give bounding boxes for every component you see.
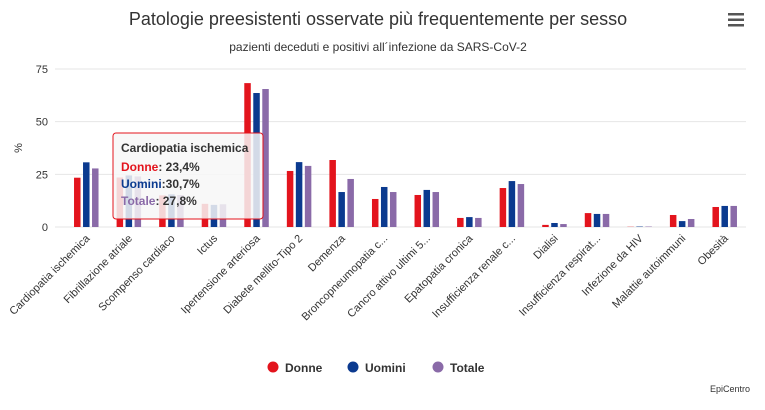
legend-item[interactable]: Totale: [432, 361, 485, 375]
x-tick-label: Demenza: [306, 232, 348, 274]
bar[interactable]: [517, 184, 525, 227]
bar[interactable]: [414, 194, 422, 227]
tooltip-series: Donne: [121, 160, 159, 174]
tooltip-series: Totale: [121, 194, 156, 208]
x-tick-label: Broncopneumopatia c...: [300, 233, 391, 324]
x-tick-label: Obesità: [696, 232, 732, 268]
bar[interactable]: [338, 192, 345, 227]
x-tick-label: Insufficienza respirat...: [517, 233, 603, 319]
legend-label: Donne: [285, 361, 323, 375]
bar[interactable]: [560, 224, 567, 227]
x-tick-label: Cancro attivo ultimi 5...: [345, 233, 433, 321]
menu-bar: [728, 18, 744, 21]
x-tick-label: Ictus: [195, 232, 220, 257]
menu-bar: [728, 24, 744, 27]
bar[interactable]: [329, 160, 336, 227]
bar[interactable]: [74, 177, 81, 227]
legend-marker: [267, 361, 279, 373]
tooltip-row: Uomini:30,7%: [121, 177, 200, 191]
bar[interactable]: [286, 170, 294, 227]
bar[interactable]: [584, 213, 592, 227]
y-tick-label: 25: [36, 169, 48, 181]
bar[interactable]: [295, 162, 303, 227]
x-tick-label: Scompenso cardiaco: [96, 233, 177, 314]
legend-item[interactable]: Uomini: [347, 361, 406, 375]
legend-marker: [432, 361, 444, 373]
bar[interactable]: [669, 214, 677, 227]
legend-label: Totale: [450, 361, 485, 375]
bar[interactable]: [423, 189, 431, 227]
x-tick-label: Cardiopatia ischemica: [7, 232, 93, 318]
tooltip-series: Uomini: [121, 177, 162, 191]
bar[interactable]: [262, 89, 269, 227]
y-tick-label: 0: [42, 222, 48, 234]
bar[interactable]: [92, 168, 99, 227]
tooltip-value: :30,7%: [162, 177, 200, 191]
bar[interactable]: [712, 206, 719, 227]
bar[interactable]: [432, 192, 440, 227]
bar[interactable]: [380, 186, 388, 227]
x-tick-label: Diabete mellito-Tipo 2: [221, 233, 305, 317]
x-tick-label: Ipertensione arteriosa: [179, 232, 263, 316]
bar[interactable]: [389, 192, 397, 227]
chart-subtitle: pazienti deceduti e positivi all´infezio…: [229, 40, 527, 54]
bar[interactable]: [457, 217, 464, 227]
bar[interactable]: [721, 205, 728, 227]
bar[interactable]: [475, 217, 482, 227]
tooltip-value: : 23,4%: [158, 160, 200, 174]
bar[interactable]: [347, 178, 354, 227]
chart-title: Patologie preesistenti osservate più fre…: [129, 9, 627, 29]
credits[interactable]: EpiCentro: [710, 384, 750, 394]
bar[interactable]: [542, 224, 549, 227]
tooltip-row: Donne: 23,4%: [121, 160, 200, 174]
tooltip-row: Totale: 27,8%: [121, 194, 197, 208]
bar[interactable]: [593, 213, 601, 227]
bar[interactable]: [678, 221, 686, 227]
tooltip-value: : 27,8%: [155, 194, 197, 208]
bar[interactable]: [508, 181, 516, 227]
x-tick-label: Malattie autoimmuni: [610, 233, 688, 311]
bar[interactable]: [371, 198, 379, 227]
bar[interactable]: [551, 222, 558, 227]
bar[interactable]: [83, 162, 90, 227]
x-tick-label: Dialisi: [531, 233, 560, 262]
y-tick-label: 50: [36, 117, 48, 129]
x-tick-label: Insufficienza renale c...: [430, 233, 518, 321]
bar[interactable]: [466, 217, 473, 227]
menu-button[interactable]: [728, 13, 744, 27]
bar[interactable]: [499, 188, 507, 227]
tooltip: Cardiopatia ischemica Donne: 23,4% Uomini:…: [112, 132, 264, 220]
y-axis-label: %: [13, 143, 25, 153]
bar[interactable]: [730, 205, 737, 227]
tooltip-title: Cardiopatia ischemica: [121, 141, 249, 155]
legend-item[interactable]: Donne: [267, 361, 323, 375]
legend-label: Uomini: [365, 361, 406, 375]
bar[interactable]: [304, 165, 312, 227]
bar[interactable]: [602, 213, 610, 227]
menu-bar: [728, 13, 744, 16]
y-tick-label: 75: [36, 64, 48, 76]
tooltip-box: [112, 132, 264, 220]
bar[interactable]: [687, 218, 695, 227]
legend-marker: [347, 361, 359, 373]
